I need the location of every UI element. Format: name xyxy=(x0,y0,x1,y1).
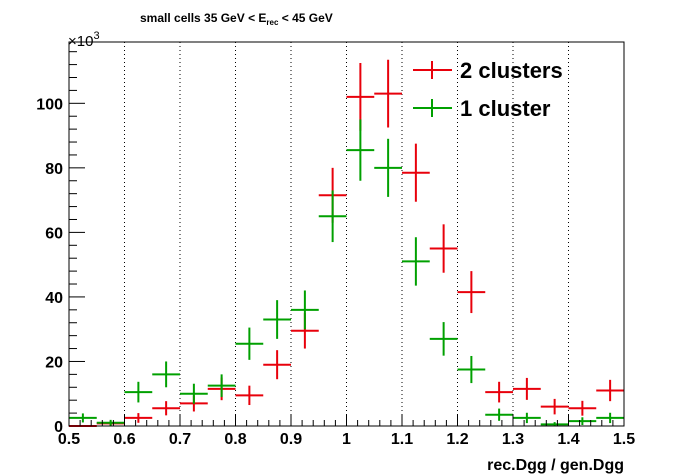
data-point xyxy=(513,377,541,400)
data-point xyxy=(346,119,375,181)
y-tick-label: 100 xyxy=(36,96,63,113)
data-point xyxy=(540,398,569,415)
data-point xyxy=(568,400,597,416)
x-tick-label: 1 xyxy=(342,431,351,448)
data-point xyxy=(429,322,458,356)
x-tick-label: 1.1 xyxy=(391,431,413,448)
legend-label: 1 cluster xyxy=(460,96,551,121)
data-point xyxy=(457,271,486,314)
grid-lines xyxy=(124,42,569,426)
data-point xyxy=(124,381,153,403)
series-1 xyxy=(69,59,624,427)
y-axis: 0 20 40 60 80 100 xyxy=(36,51,85,436)
data-point xyxy=(485,381,513,403)
legend-item-2: 1 cluster xyxy=(413,96,551,121)
data-point xyxy=(152,401,180,416)
data-point xyxy=(124,413,153,423)
data-point xyxy=(402,143,430,202)
data-point xyxy=(374,138,402,197)
data-series xyxy=(69,59,624,427)
data-point xyxy=(540,422,569,426)
series-2 xyxy=(69,119,624,426)
data-point xyxy=(263,350,291,380)
data-point xyxy=(374,59,402,128)
y-tick-label: 0 xyxy=(54,419,63,436)
data-point xyxy=(402,237,430,286)
data-point xyxy=(513,412,541,424)
y-tick-label: 80 xyxy=(45,161,63,178)
legend-label: 2 clusters xyxy=(460,58,563,83)
data-point xyxy=(291,290,319,330)
x-tick-label: 0.8 xyxy=(224,431,246,448)
legend-item-1: 2 clusters xyxy=(413,58,563,83)
data-point xyxy=(596,379,624,402)
data-point xyxy=(457,355,486,384)
data-point xyxy=(180,383,208,404)
x-axis: 0.5 0.6 0.7 0.8 0.9 1 1.1 1.2 1.3 1.4 1.5 xyxy=(58,414,635,448)
chart-title: small cells 35 GeV < Erec < 45 GeV xyxy=(140,11,333,27)
x-axis-label: rec.Dgg / gen.Dgg xyxy=(487,457,624,474)
data-point xyxy=(429,224,458,273)
y-tick-label: 40 xyxy=(45,290,63,307)
x-tick-label: 1.2 xyxy=(446,431,468,448)
data-point xyxy=(207,374,236,397)
data-point xyxy=(263,300,291,339)
data-point xyxy=(318,190,347,243)
data-point xyxy=(69,413,97,423)
data-point xyxy=(235,327,264,360)
x-tick-label: 1.5 xyxy=(613,431,635,448)
x-tick-label: 0.9 xyxy=(280,431,302,448)
x-tick-label: 1.4 xyxy=(557,431,579,448)
data-point xyxy=(568,417,597,426)
x-tick-label: 0.7 xyxy=(169,431,191,448)
x-tick-label: 1.3 xyxy=(502,431,524,448)
y-tick-label: 20 xyxy=(45,354,63,371)
x-tick-label: 0.6 xyxy=(113,431,135,448)
data-point xyxy=(152,361,180,388)
x-tick-label: 0.5 xyxy=(58,431,80,448)
data-point xyxy=(96,419,125,426)
data-point xyxy=(235,385,264,406)
data-point xyxy=(485,408,513,421)
y-axis-multiplier: ×103 xyxy=(68,30,100,50)
data-point xyxy=(596,412,624,424)
legend: 2 clusters 1 cluster xyxy=(413,58,563,121)
y-tick-label: 60 xyxy=(45,225,63,242)
